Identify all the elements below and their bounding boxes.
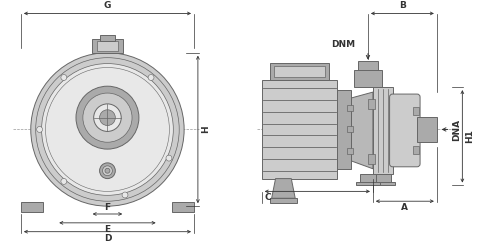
FancyBboxPatch shape: [390, 94, 420, 167]
Bar: [270, 62, 328, 80]
Text: B: B: [399, 1, 406, 11]
Bar: [368, 99, 375, 109]
Bar: [417, 117, 437, 142]
Bar: [348, 126, 353, 132]
Polygon shape: [272, 179, 295, 198]
Bar: [96, 41, 118, 51]
Bar: [100, 35, 116, 41]
Circle shape: [61, 178, 67, 184]
Text: DNA: DNA: [452, 118, 462, 141]
Text: E: E: [104, 225, 110, 234]
Text: A: A: [402, 203, 408, 212]
Bar: [336, 90, 351, 169]
Circle shape: [94, 104, 121, 131]
Bar: [92, 39, 123, 53]
Circle shape: [42, 64, 173, 195]
Bar: [354, 71, 382, 87]
Bar: [262, 80, 336, 179]
Circle shape: [102, 166, 113, 176]
Bar: [360, 174, 376, 182]
Circle shape: [148, 74, 154, 80]
Bar: [375, 174, 390, 182]
Bar: [348, 105, 353, 111]
Text: D: D: [104, 234, 111, 243]
Bar: [413, 107, 419, 115]
Circle shape: [100, 110, 116, 125]
Bar: [21, 202, 42, 212]
Text: H: H: [201, 126, 210, 133]
Bar: [373, 87, 392, 174]
Text: F: F: [104, 203, 110, 212]
Circle shape: [61, 74, 67, 80]
Text: DNM: DNM: [332, 40, 355, 49]
Bar: [348, 148, 353, 154]
Bar: [358, 61, 378, 87]
Circle shape: [31, 53, 184, 206]
Circle shape: [76, 86, 139, 149]
Bar: [371, 182, 394, 185]
Circle shape: [83, 93, 132, 142]
Polygon shape: [352, 92, 373, 169]
Bar: [270, 198, 297, 203]
Bar: [413, 146, 419, 154]
Circle shape: [166, 155, 172, 161]
Circle shape: [122, 192, 128, 198]
Circle shape: [100, 163, 116, 179]
Text: G: G: [104, 1, 111, 11]
Bar: [274, 66, 324, 77]
Bar: [368, 154, 375, 164]
Text: C: C: [264, 193, 272, 202]
Circle shape: [105, 168, 110, 173]
Bar: [356, 182, 380, 185]
Text: H1: H1: [466, 129, 474, 143]
Circle shape: [36, 126, 43, 132]
Bar: [172, 202, 194, 212]
